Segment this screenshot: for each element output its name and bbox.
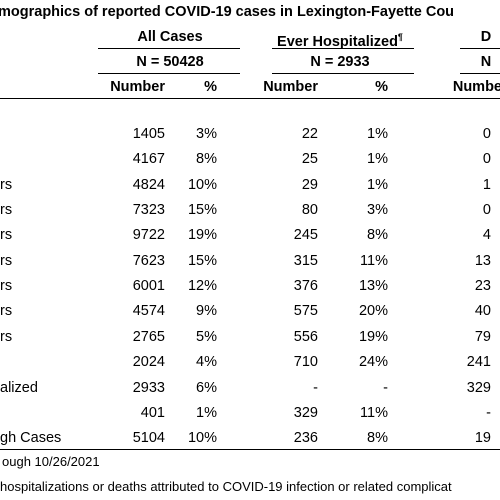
cell: 1% — [367, 151, 388, 168]
cell: 4% — [196, 354, 217, 371]
row-label: rs — [0, 252, 13, 269]
cell: 25 — [301, 151, 318, 168]
column-header: % — [375, 79, 388, 95]
cell: 2765 — [132, 328, 165, 345]
rule — [98, 73, 240, 74]
cell: 24% — [358, 354, 388, 371]
cell: 11% — [360, 252, 388, 269]
cell: 0 — [482, 202, 491, 219]
column-header: % — [204, 79, 217, 95]
cell: 315 — [293, 252, 318, 269]
rule — [0, 98, 500, 99]
cell: 236 — [293, 430, 318, 447]
cell: 11% — [360, 404, 388, 421]
cell: 1% — [367, 126, 388, 142]
cell: 23 — [474, 278, 491, 295]
cell: 8% — [367, 227, 388, 244]
row-label: rs — [0, 227, 13, 244]
cell: 5% — [196, 328, 217, 345]
cell: 1% — [367, 176, 388, 193]
cell: 329 — [293, 404, 318, 421]
cell: 329 — [466, 379, 491, 396]
cell: 4574 — [132, 303, 165, 320]
cell: 40 — [474, 303, 491, 320]
footnote: hospitalizations or deaths attributed to… — [0, 479, 452, 494]
rule — [460, 73, 500, 74]
cell: 4 — [482, 227, 491, 244]
cell: 1 — [482, 176, 491, 193]
cell: - — [383, 379, 388, 396]
cell: 15% — [187, 202, 217, 219]
column-header: Number — [110, 79, 165, 95]
cell: 1% — [196, 404, 217, 421]
cell: 19% — [187, 227, 217, 244]
cell: 245 — [293, 227, 318, 244]
group-header: Ever Hospitalized¶ — [277, 32, 403, 50]
cell: 4167 — [132, 151, 165, 168]
cell: 6% — [196, 379, 217, 396]
cell: 556 — [293, 328, 318, 345]
cell: 376 — [293, 278, 318, 295]
cell: 0 — [482, 126, 491, 142]
cell: 1405 — [132, 126, 165, 142]
cell: 13 — [474, 252, 491, 269]
rule — [0, 449, 500, 450]
cell: 6001 — [132, 278, 165, 295]
row-label: rs — [0, 202, 13, 219]
n-count: N = 50428 — [136, 54, 204, 70]
row-label: rs — [0, 328, 13, 345]
cell: 710 — [293, 354, 318, 371]
cell: 241 — [466, 354, 491, 371]
cell: 4824 — [132, 176, 165, 193]
row-label: alized — [0, 379, 38, 396]
cell: 12% — [187, 278, 217, 295]
n-count: N — [480, 54, 492, 70]
cell: 7323 — [132, 202, 165, 219]
cell: 7623 — [132, 252, 165, 269]
rule — [98, 48, 240, 49]
group-header: All Cases — [137, 29, 203, 45]
cell: 0 — [482, 151, 491, 168]
footnote: ough 10/26/2021 — [2, 454, 100, 469]
cell: 10% — [187, 430, 217, 447]
group-header: D — [480, 29, 492, 45]
cell: 8% — [367, 430, 388, 447]
cell: 3% — [196, 126, 217, 142]
cell: 19% — [358, 328, 388, 345]
cell: 9722 — [132, 227, 165, 244]
cell: 10% — [187, 176, 217, 193]
column-header: Numbe — [452, 79, 500, 95]
column-header: Number — [263, 79, 318, 95]
cell: 19 — [474, 430, 491, 447]
rule — [272, 48, 414, 49]
cell: 2024 — [132, 354, 165, 371]
cell: 79 — [474, 328, 491, 345]
n-count: N = 2933 — [310, 54, 370, 70]
row-label: rs — [0, 176, 13, 193]
cell: 3% — [367, 202, 388, 219]
cell: 575 — [293, 303, 318, 320]
cell: 9% — [196, 303, 217, 320]
row-label: gh Cases — [0, 430, 62, 447]
cell: 80 — [301, 202, 318, 219]
rule — [460, 48, 500, 49]
cell: 5104 — [132, 430, 165, 447]
row-label: rs — [0, 278, 13, 295]
cell: 20% — [358, 303, 388, 320]
cell: 8% — [196, 151, 217, 168]
cell: 22 — [301, 126, 318, 142]
cell: 13% — [358, 278, 388, 295]
cell: 29 — [301, 176, 318, 193]
cell: 401 — [140, 404, 165, 421]
cell: - — [313, 379, 318, 396]
cell: 2933 — [132, 379, 165, 396]
cell: - — [486, 404, 491, 421]
cell: 15% — [187, 252, 217, 269]
row-label: rs — [0, 303, 13, 320]
footnote-mark: ¶ — [397, 32, 403, 42]
title: mographics of reported COVID-19 cases in… — [0, 4, 455, 20]
rule — [272, 73, 414, 74]
